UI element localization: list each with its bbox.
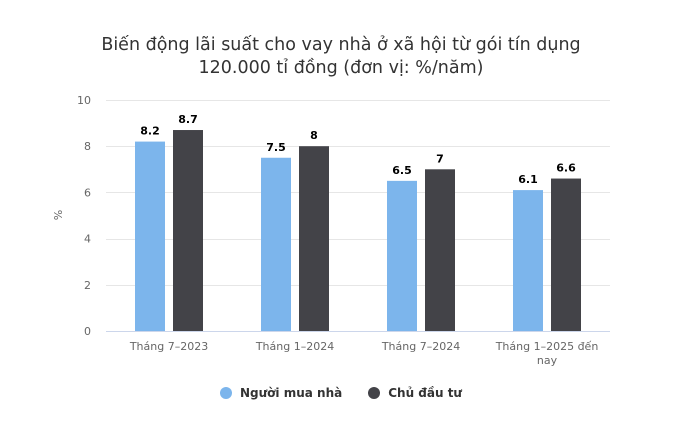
bars [135, 130, 581, 331]
data-labels: 8.2 8.7 7.5 8 6.5 7 6.1 6.6 [140, 113, 576, 186]
data-label: 8.7 [178, 113, 198, 126]
y-axis-ticks: 0 2 4 6 8 10 [77, 94, 91, 338]
chart-title: Biến động lãi suất cho vay nhà ở xã hội … [0, 34, 682, 80]
y-tick-label: 10 [77, 94, 91, 107]
legend: Người mua nhà Chủ đầu tư [0, 386, 682, 400]
bar-chu-dau-tu[interactable] [425, 169, 455, 331]
bar-nguoi-mua-nha[interactable] [135, 141, 165, 331]
data-label: 7.5 [266, 141, 286, 154]
data-label: 7 [436, 152, 444, 165]
x-axis-categories: Tháng 7–2023 Tháng 1–2024 Tháng 7–2024 Thán… [129, 340, 599, 367]
y-tick-label: 2 [84, 279, 91, 292]
data-label: 8 [310, 129, 318, 142]
data-label: 8.2 [140, 125, 160, 138]
x-category-label: Tháng 7–2024 [381, 340, 460, 353]
bar-chu-dau-tu[interactable] [173, 130, 203, 331]
legend-item-nguoi-mua-nha[interactable]: Người mua nhà [220, 386, 342, 400]
y-tick-label: 4 [84, 233, 91, 246]
data-label: 6.5 [392, 164, 412, 177]
bar-chu-dau-tu[interactable] [299, 146, 329, 331]
x-category-label: Tháng 1–2024 [255, 340, 334, 353]
bar-chu-dau-tu[interactable] [551, 178, 581, 331]
bar-nguoi-mua-nha[interactable] [261, 157, 291, 331]
bar-nguoi-mua-nha[interactable] [387, 180, 417, 331]
chart-title-line-2: 120.000 tỉ đồng (đơn vị: %/năm) [198, 58, 484, 78]
legend-item-chu-dau-tu[interactable]: Chủ đầu tư [368, 386, 462, 400]
legend-label: Chủ đầu tư [388, 386, 462, 400]
y-tick-label: 8 [84, 140, 91, 153]
x-category-label: Tháng 7–2023 [129, 340, 208, 353]
legend-label: Người mua nhà [240, 386, 343, 400]
bar-nguoi-mua-nha[interactable] [513, 190, 543, 331]
y-tick-label: 0 [84, 325, 91, 338]
data-label: 6.6 [556, 162, 576, 175]
legend-marker [368, 387, 381, 399]
x-category-label: Tháng 1–2025 đến nay [495, 340, 599, 367]
y-tick-label: 6 [84, 186, 91, 199]
y-axis-title: % [52, 210, 65, 220]
data-label: 6.1 [518, 173, 538, 186]
legend-marker [220, 387, 232, 399]
chart-title-line-1: Biến động lãi suất cho vay nhà ở xã hội … [101, 35, 581, 55]
